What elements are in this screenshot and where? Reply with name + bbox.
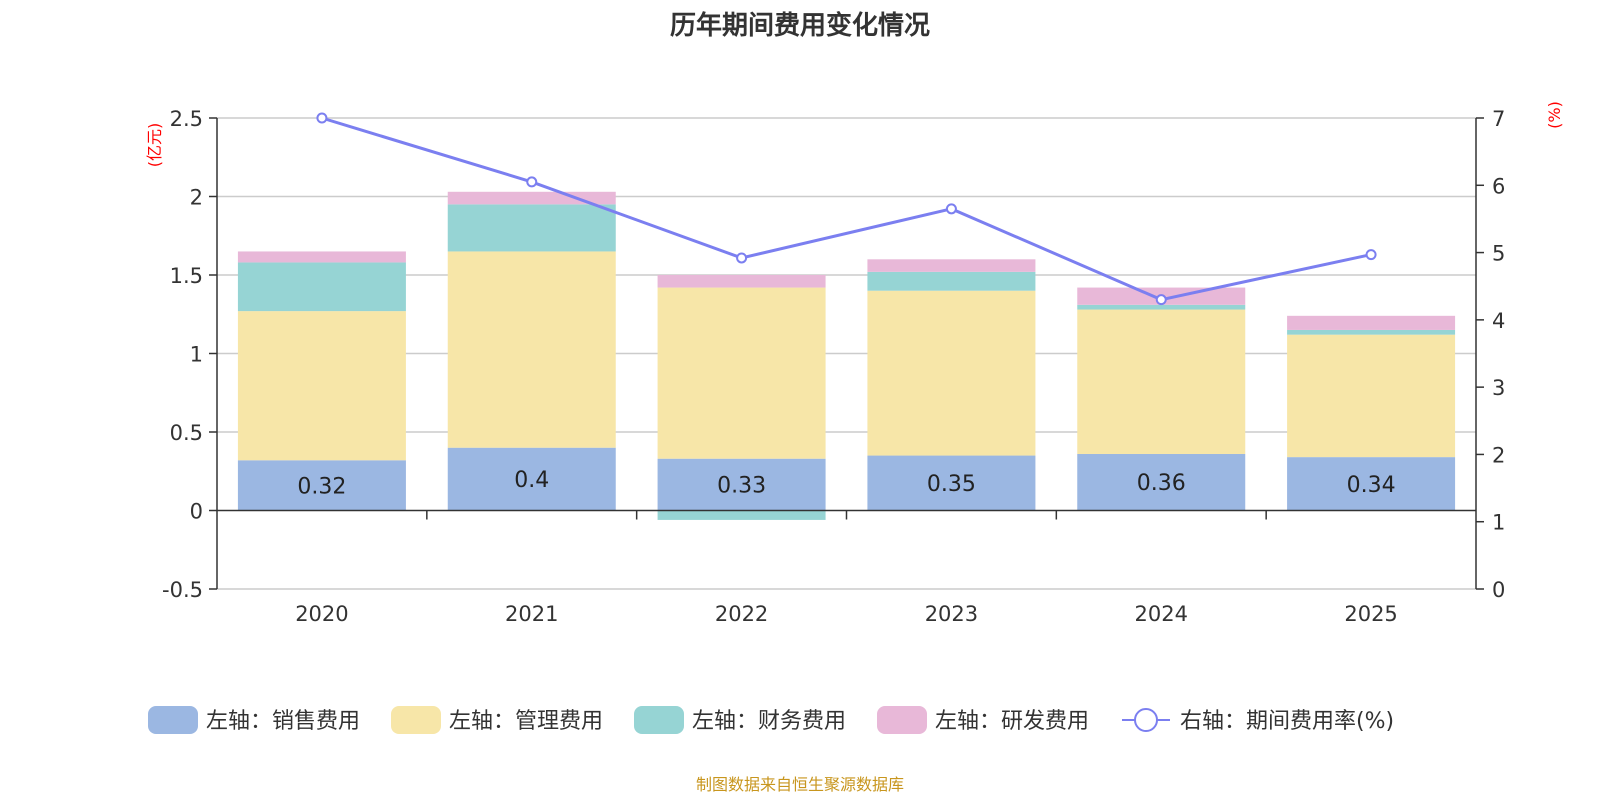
- bar-segment: [867, 455, 1036, 511]
- legend-swatch: [148, 706, 198, 734]
- bar-segment: [1077, 304, 1246, 310]
- line-layer: [316, 112, 1377, 306]
- rate-point: [736, 252, 748, 264]
- data-label: 0.36: [1137, 471, 1186, 496]
- bar-segment: [1287, 457, 1456, 511]
- category-label: 2021: [505, 602, 558, 626]
- source-note: 制图数据来自恒生聚源数据库: [696, 775, 904, 794]
- bar-segment: [657, 287, 826, 459]
- left-tick-label: -0.5: [162, 578, 203, 602]
- right-tick-label: 4: [1492, 309, 1505, 333]
- data-label: 0.35: [927, 472, 976, 497]
- left-tick-label: 1: [190, 343, 203, 367]
- bar-segment: [237, 311, 406, 461]
- right-tick-label: 2: [1492, 443, 1505, 467]
- left-tick-label: 0.5: [170, 421, 203, 445]
- bar-segment: [1287, 329, 1456, 335]
- bar-segment: [657, 458, 826, 511]
- legend-swatch: [634, 706, 684, 734]
- right-tick-label: 0: [1492, 578, 1505, 602]
- bar-segment: [1287, 315, 1456, 330]
- right-tick-label: 7: [1492, 107, 1505, 131]
- category-label: 2022: [715, 602, 768, 626]
- legend-label: 左轴：财务费用: [692, 709, 846, 734]
- bar-segment: [447, 447, 616, 511]
- left-tick-label: 0: [190, 500, 203, 524]
- bar-segment: [1077, 309, 1246, 454]
- data-label-layer: 0.32 0.4 0.33 0.35 0.36 0.34: [297, 468, 1395, 499]
- bar-segment: [1077, 453, 1246, 511]
- bar-segment: [447, 204, 616, 252]
- legend-label: 左轴：研发费用: [935, 709, 1089, 734]
- bar-segment: [447, 191, 616, 205]
- bar-segment: [447, 251, 616, 448]
- right-tick-label: 6: [1492, 174, 1505, 198]
- right-tick-label: 3: [1492, 376, 1505, 400]
- legend-swatch: [391, 706, 441, 734]
- bar-segment: [657, 275, 826, 288]
- rate-line: [321, 116, 1372, 302]
- legend-label: 左轴：销售费用: [206, 709, 360, 734]
- left-tick-label: 2: [190, 186, 203, 210]
- category-label: 2025: [1344, 602, 1397, 626]
- bar-segment: [867, 271, 1036, 291]
- right-tick-label: 5: [1492, 242, 1505, 266]
- bar-segment: [237, 460, 406, 511]
- rate-point: [945, 203, 957, 215]
- legend-swatch: [877, 706, 927, 734]
- axes: -0.5 0 0.5 1 1.5 2 2.5 0 1 2 3 4 5 6 7 2020 2021 2022 2023…: [162, 107, 1505, 626]
- bar-segment: [867, 290, 1036, 456]
- rate-point: [316, 112, 328, 124]
- gridlines: [217, 117, 1476, 590]
- right-tick-label: 1: [1492, 511, 1505, 535]
- rate-point: [1365, 249, 1377, 261]
- legend-label: 右轴：期间费用率(%): [1180, 709, 1394, 734]
- left-tick-label: 2.5: [170, 107, 203, 131]
- category-label: 2020: [295, 602, 348, 626]
- right-axis-unit: (%): [1545, 101, 1564, 129]
- bar-segment: [1287, 334, 1456, 458]
- rate-point: [526, 176, 538, 188]
- data-label: 0.33: [717, 474, 766, 499]
- legend-marker: [1134, 708, 1158, 732]
- left-axis-unit: (亿元): [145, 123, 164, 168]
- legend-label: 左轴：管理费用: [449, 709, 603, 734]
- bar-segment: [237, 251, 406, 263]
- bar-segment: [237, 262, 406, 312]
- chart-title: 历年期间费用变化情况: [670, 10, 930, 41]
- category-label: 2023: [925, 602, 978, 626]
- bar-segment: [657, 510, 826, 520]
- legend: 左轴：销售费用 左轴：管理费用 左轴：财务费用 左轴：研发费用 右轴：期间费用率(%): [148, 706, 1394, 734]
- category-label: 2024: [1135, 602, 1188, 626]
- data-label: 0.34: [1347, 473, 1396, 498]
- bar-layer: [237, 191, 1456, 520]
- left-tick-label: 1.5: [170, 264, 203, 288]
- data-label: 0.4: [514, 468, 549, 493]
- data-label: 0.32: [297, 474, 346, 499]
- rate-point: [1155, 294, 1167, 306]
- bar-segment: [867, 259, 1036, 272]
